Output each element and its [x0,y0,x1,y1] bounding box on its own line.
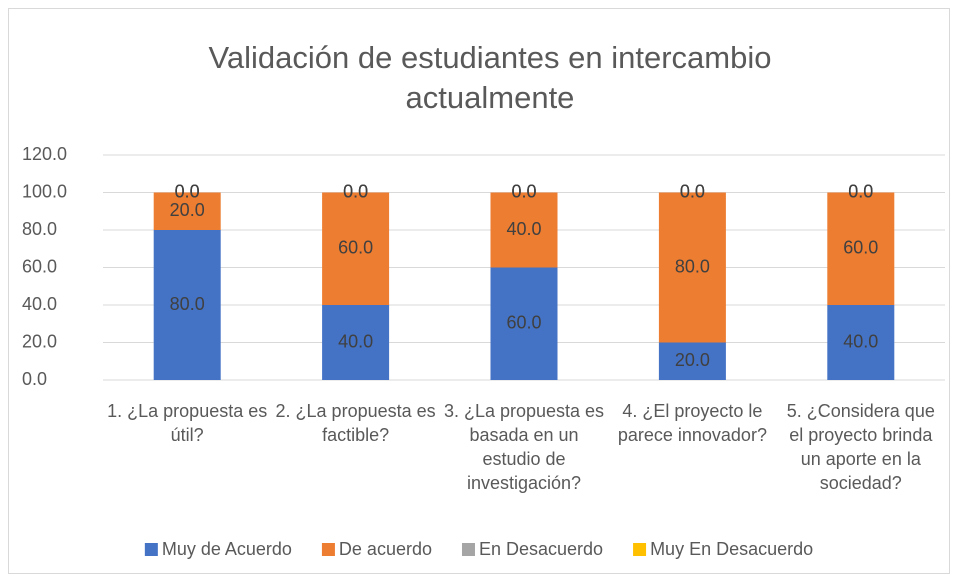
data-label: 40.0 [338,331,373,351]
legend-label: De acuerdo [339,539,432,559]
data-label: 0.0 [175,181,200,201]
y-tick-label: 40.0 [22,294,57,314]
y-tick-label: 20.0 [22,331,57,351]
data-label: 0.0 [175,181,200,201]
data-label: 20.0 [170,200,205,220]
data-label: 0.0 [680,181,705,201]
data-label: 0.0 [511,181,536,201]
legend-label: En Desacuerdo [479,539,603,559]
bar-segment [490,267,558,380]
bar-segment [322,305,390,380]
x-tick-label: 3. ¿La propuesta es basada en un estudio d… [444,401,604,493]
data-label: 0.0 [511,181,536,201]
x-tick-label: 4. ¿El proyecto le parece innovador? [618,401,767,445]
y-tick-label: 120.0 [22,144,67,164]
bar-segment [827,192,895,305]
data-label: 0.0 [848,181,873,201]
bar-segment [490,192,558,268]
y-tick-label: 0.0 [22,369,47,389]
legend-swatch [633,543,647,556]
data-label: 20.0 [675,350,710,370]
bar-segment [827,305,895,380]
data-label: 0.0 [343,181,368,201]
data-label: 40.0 [506,219,541,239]
data-label: 80.0 [170,294,205,314]
data-label: 0.0 [848,181,873,201]
legend-swatch [321,543,335,556]
data-label: 0.0 [680,181,705,201]
y-tick-label: 60.0 [22,256,57,276]
y-tick-label: 80.0 [22,219,57,239]
chart-title: Validación de estudiantes en intercambio… [209,40,772,115]
legend-swatch [144,543,158,556]
data-label: 80.0 [675,256,710,276]
x-tick-label: 5. ¿Considera que el proyecto brinda un ap… [787,401,935,493]
data-label: 40.0 [843,331,878,351]
bar-segment [153,230,221,380]
data-label: 60.0 [843,238,878,258]
legend-label: Muy de Acuerdo [162,539,292,559]
data-label: 0.0 [343,181,368,201]
x-tick-label: 1. ¿La propuesta es útil? [107,401,267,445]
bar-segment [658,192,726,343]
x-tick-label: 2. ¿La propuesta es factible? [276,401,436,445]
legend-swatch [461,543,475,556]
bar-segment [153,192,221,230]
data-label: 60.0 [338,238,373,258]
bar-segment [322,192,390,305]
legend-label: Muy En Desacuerdo [650,539,813,559]
bar-segment [658,342,726,380]
y-tick-label: 100.0 [22,181,67,201]
data-label: 60.0 [506,313,541,333]
